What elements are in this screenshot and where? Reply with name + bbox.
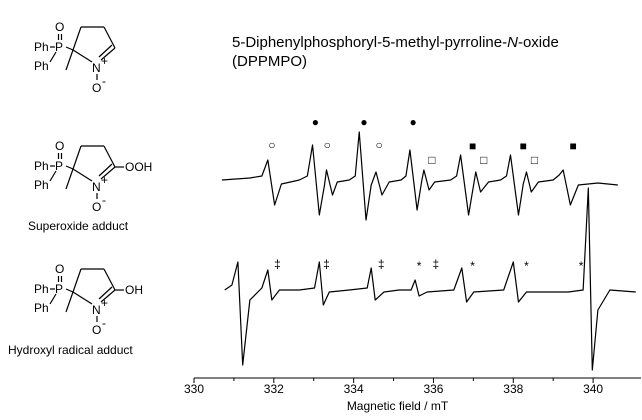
atom: Ph xyxy=(34,40,49,54)
charge: - xyxy=(102,193,106,207)
atom: N xyxy=(92,61,101,75)
bond xyxy=(65,49,74,71)
peak-marker: □ xyxy=(428,153,435,167)
atom: O xyxy=(92,81,101,95)
x-tick-label: 338 xyxy=(503,382,523,396)
bond xyxy=(49,293,57,305)
bond xyxy=(49,51,57,63)
atom: Ph xyxy=(34,282,49,296)
peak-marker: * xyxy=(524,259,529,273)
atom: Ph xyxy=(34,178,49,192)
peak-marker: □ xyxy=(480,153,487,167)
atom: Ph xyxy=(34,301,49,315)
bond xyxy=(65,168,74,190)
bond xyxy=(100,47,116,61)
bond xyxy=(65,291,74,313)
bond xyxy=(100,289,116,303)
peak-marker: ‡ xyxy=(274,257,281,271)
atom: O xyxy=(55,262,64,276)
peak-marker: * xyxy=(470,259,475,273)
bond xyxy=(103,145,116,168)
atom: N xyxy=(92,180,101,194)
peak-marker: ● xyxy=(409,115,416,129)
charge: - xyxy=(102,316,106,330)
peak-marker: * xyxy=(579,259,584,273)
peak-marker: * xyxy=(417,259,422,273)
title-part: 5-Diphenylphosphoryl-5-methyl-pyrroline- xyxy=(232,34,507,51)
substituent: OOH xyxy=(125,160,152,174)
peak-marker: ■ xyxy=(520,139,527,153)
peak-marker: ● xyxy=(360,115,367,129)
atom: N xyxy=(92,303,101,317)
x-tick-label: 330 xyxy=(184,382,204,396)
peak-marker: ‡ xyxy=(378,257,385,271)
title-part: -oxide xyxy=(518,34,559,51)
x-axis-label: Magnetic field / mT xyxy=(347,399,449,413)
peak-marker: ■ xyxy=(570,139,577,153)
peak-marker: ■ xyxy=(469,139,476,153)
peak-marker: □ xyxy=(531,153,538,167)
title-part: N xyxy=(507,34,518,51)
x-tick-label: 334 xyxy=(344,382,364,396)
charge: + xyxy=(101,54,108,68)
bond xyxy=(72,145,82,170)
caption: Hydroxyl radical adduct xyxy=(8,343,133,357)
bond xyxy=(65,165,74,170)
bond xyxy=(98,44,113,58)
peak-marker: ‡ xyxy=(433,257,440,271)
x-tick-label: 336 xyxy=(423,382,443,396)
bond xyxy=(72,26,82,51)
bond xyxy=(100,166,116,180)
bond xyxy=(103,26,116,49)
x-tick-label: 332 xyxy=(264,382,284,396)
bond xyxy=(72,168,93,182)
atom: O xyxy=(55,139,64,153)
bond xyxy=(98,286,113,300)
bond xyxy=(103,268,116,291)
bond xyxy=(72,291,93,305)
title: 5-Diphenylphosphoryl-5-methyl-pyrroline-… xyxy=(232,34,559,51)
bond xyxy=(65,288,74,293)
bond xyxy=(72,49,93,63)
atom: P xyxy=(55,40,63,54)
atom: O xyxy=(92,323,101,337)
bond xyxy=(65,46,74,51)
bond xyxy=(49,170,57,182)
peak-marker: ○ xyxy=(268,138,275,152)
subtitle: (DPPMPO) xyxy=(232,53,307,70)
peak-marker: ‡ xyxy=(323,257,330,271)
caption: Superoxide adduct xyxy=(28,219,129,233)
spectrum xyxy=(221,131,618,221)
spectrum xyxy=(224,187,636,371)
bond xyxy=(72,268,82,293)
peak-marker: ● xyxy=(312,115,319,129)
bond xyxy=(98,163,113,177)
peak-marker: ○ xyxy=(376,138,383,152)
charge: + xyxy=(101,296,108,310)
charge: + xyxy=(101,173,108,187)
atom: P xyxy=(55,159,63,173)
atom: Ph xyxy=(34,59,49,73)
atom: O xyxy=(92,200,101,214)
peak-marker: ○ xyxy=(324,138,331,152)
charge: - xyxy=(102,74,106,88)
x-tick-label: 340 xyxy=(583,382,603,396)
substituent: OH xyxy=(125,283,143,297)
atom: Ph xyxy=(34,159,49,173)
atom: O xyxy=(55,20,64,34)
atom: P xyxy=(55,282,63,296)
